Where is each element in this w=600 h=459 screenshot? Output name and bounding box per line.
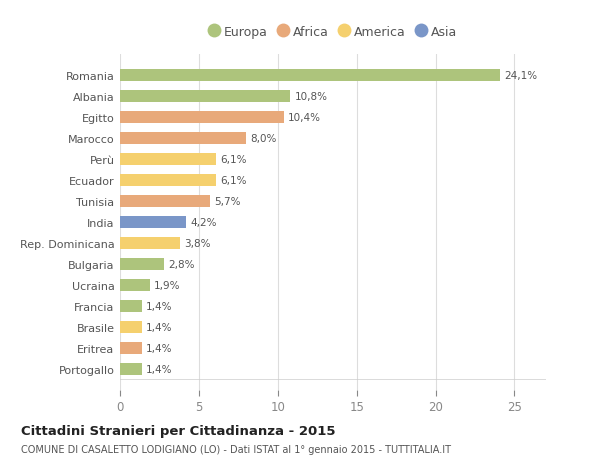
Bar	[120, 91, 290, 103]
Bar	[120, 280, 150, 291]
Bar	[120, 238, 180, 249]
Text: 1,4%: 1,4%	[146, 302, 173, 311]
Text: 6,1%: 6,1%	[220, 155, 247, 165]
Text: 5,7%: 5,7%	[214, 197, 241, 207]
Bar	[120, 154, 216, 166]
Bar	[120, 322, 142, 333]
Text: 10,8%: 10,8%	[295, 92, 328, 102]
Text: 4,2%: 4,2%	[190, 218, 217, 228]
Text: Cittadini Stranieri per Cittadinanza - 2015: Cittadini Stranieri per Cittadinanza - 2…	[21, 425, 335, 437]
Bar	[120, 133, 246, 145]
Text: 1,4%: 1,4%	[146, 343, 173, 353]
Text: 1,4%: 1,4%	[146, 322, 173, 332]
Text: 3,8%: 3,8%	[184, 239, 211, 248]
Text: 2,8%: 2,8%	[168, 259, 194, 269]
Bar	[120, 70, 500, 82]
Text: 24,1%: 24,1%	[504, 71, 538, 81]
Bar	[120, 301, 142, 312]
Text: 1,4%: 1,4%	[146, 364, 173, 374]
Legend: Europa, Africa, America, Asia: Europa, Africa, America, Asia	[204, 21, 462, 44]
Text: COMUNE DI CASALETTO LODIGIANO (LO) - Dati ISTAT al 1° gennaio 2015 - TUTTITALIA.: COMUNE DI CASALETTO LODIGIANO (LO) - Dat…	[21, 444, 451, 454]
Text: 1,9%: 1,9%	[154, 280, 181, 291]
Text: 8,0%: 8,0%	[250, 134, 277, 144]
Bar	[120, 175, 216, 186]
Text: 10,4%: 10,4%	[288, 113, 321, 123]
Bar	[120, 196, 210, 207]
Bar	[120, 259, 164, 270]
Bar	[120, 342, 142, 354]
Bar	[120, 364, 142, 375]
Bar	[120, 217, 186, 229]
Bar	[120, 112, 284, 123]
Text: 6,1%: 6,1%	[220, 176, 247, 186]
